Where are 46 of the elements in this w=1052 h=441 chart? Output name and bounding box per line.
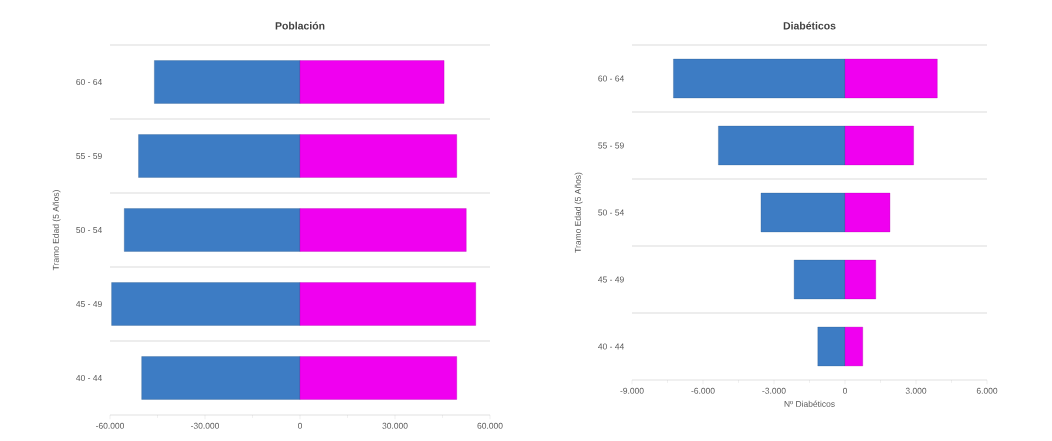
y-tick-label: 50 - 54: [598, 209, 624, 216]
y-tick-label: 55 - 59: [598, 142, 624, 149]
bar: [299, 282, 476, 326]
bar: [844, 326, 863, 367]
bar: [844, 192, 891, 233]
y-tick-label: 50 - 54: [76, 227, 102, 233]
bar: [844, 58, 938, 99]
y-tick-label: 45 - 49: [598, 276, 624, 283]
bar: [299, 134, 457, 178]
x-tick-label: 30.000: [382, 422, 408, 429]
x-tick-label: 0: [842, 387, 848, 394]
y-tick-label: 60 - 64: [598, 75, 624, 82]
x-tick-label: -9.000: [620, 387, 644, 394]
x-tick-label: -30.000: [191, 422, 220, 429]
bar: [760, 192, 846, 233]
bar: [844, 259, 876, 300]
x-tick-label: 6.000: [976, 387, 998, 394]
y-tick-label: 40 - 44: [598, 343, 624, 350]
y-tick-label: 40 - 44: [76, 375, 102, 381]
y-tick-label: 45 - 49: [76, 301, 102, 307]
chart-title: Población: [275, 21, 325, 30]
bar: [299, 208, 467, 252]
bar: [154, 60, 301, 104]
bar: [299, 60, 445, 104]
bar: [844, 125, 914, 166]
x-tick-label: 60.000: [477, 422, 503, 429]
y-axis-title: Tramo Edad (5 Años): [574, 172, 583, 253]
x-tick-label: 0: [297, 422, 303, 429]
bar: [141, 356, 301, 400]
bar: [124, 208, 301, 252]
bar: [673, 58, 846, 99]
y-tick-label: 55 - 59: [76, 153, 102, 159]
bar: [111, 282, 301, 326]
x-axis-title: Nº Diabéticos: [784, 400, 835, 407]
x-tick-label: 3.000: [905, 387, 927, 394]
x-tick-label: -6.000: [691, 387, 715, 394]
bar: [793, 259, 846, 300]
y-axis-title: Tramo Edad (5 Años): [52, 190, 61, 271]
x-tick-label: -3.000: [762, 387, 786, 394]
bar: [299, 356, 457, 400]
chart-title: Diabéticos: [783, 21, 836, 30]
x-tick-label: -60.000: [96, 422, 125, 429]
y-tick-label: 60 - 64: [76, 79, 102, 85]
bar: [718, 125, 846, 166]
bar: [138, 134, 301, 178]
bar: [817, 326, 846, 367]
